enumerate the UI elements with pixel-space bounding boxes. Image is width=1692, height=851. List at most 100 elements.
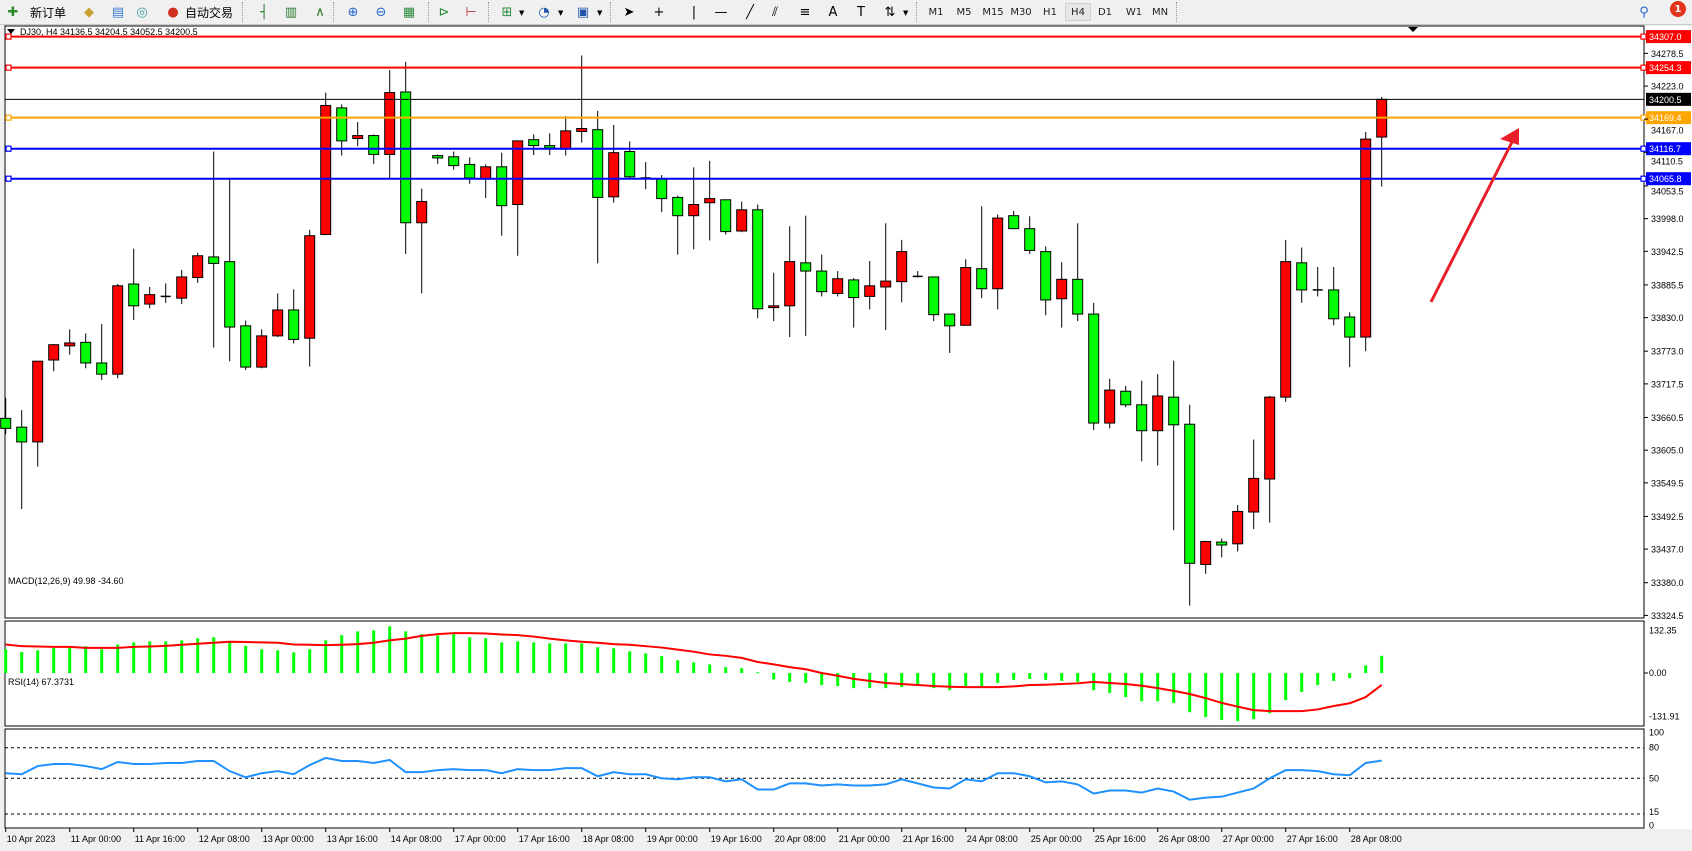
timeframe-m15[interactable]: M15 — [982, 6, 1004, 18]
line-anchor-handle[interactable] — [1640, 33, 1647, 40]
timeframe-mn[interactable]: MN — [1151, 6, 1169, 18]
candle-body — [400, 91, 412, 224]
candle — [240, 320, 252, 371]
macd-histogram-bar — [916, 673, 920, 687]
level-tag — [1646, 172, 1691, 186]
line-anchor-handle[interactable] — [5, 114, 12, 121]
chevron-down-icon[interactable]: ▼ — [903, 9, 909, 17]
candlestick-icon[interactable]: ▥ — [284, 4, 298, 20]
line-anchor-handle[interactable] — [1640, 175, 1647, 182]
candle-body — [368, 135, 380, 155]
time-axis-label: 20 Apr 08:00 — [775, 834, 826, 844]
periods-icon[interactable]: ◔ — [538, 4, 550, 20]
line-anchor-handle[interactable] — [1640, 64, 1647, 71]
zoom-out-icon[interactable]: ⊖ — [375, 4, 387, 20]
templates-icon[interactable]: ▣ — [576, 4, 590, 20]
arrow-annotation[interactable] — [1429, 128, 1519, 303]
auto-trading-icon[interactable]: ● — [167, 4, 179, 20]
candle-body — [144, 294, 156, 305]
indicators-icon[interactable]: ⊞ — [501, 4, 513, 20]
macd-histogram-bar — [436, 635, 440, 673]
macd-histogram-bar — [84, 646, 88, 673]
time-axis-label: 27 Apr 16:00 — [1287, 834, 1338, 844]
signals-icon[interactable]: ◎ — [136, 4, 148, 20]
cursor-icon[interactable]: ➤ — [623, 4, 635, 20]
macd-histogram-bar — [1252, 673, 1256, 720]
candle-body — [80, 341, 92, 364]
candle — [864, 261, 876, 310]
search-icon[interactable]: ⚲ — [1639, 4, 1649, 20]
line-anchor-handle[interactable] — [5, 33, 12, 40]
line-anchor-handle[interactable] — [5, 175, 12, 182]
timeframe-d1[interactable]: D1 — [1097, 6, 1113, 18]
candle — [1328, 266, 1340, 326]
candle-body — [1008, 215, 1020, 230]
crosshair-icon[interactable]: + — [653, 4, 665, 20]
chevron-down-icon[interactable]: ▼ — [558, 9, 564, 17]
candle — [384, 70, 396, 178]
candle-body — [1280, 261, 1292, 398]
price-axis-label: 33437.0 — [1651, 545, 1684, 555]
new-order-button[interactable]: 新订单 — [30, 5, 67, 20]
chart-shift-icon[interactable]: ⊳ — [438, 4, 450, 20]
vertical-line-icon[interactable]: | — [691, 4, 697, 20]
new-order-icon[interactable]: ✚ — [7, 4, 19, 20]
candle-body — [288, 309, 300, 340]
horizontal-line-icon[interactable]: — — [714, 4, 728, 20]
candle — [128, 248, 140, 320]
line-anchor-handle[interactable] — [5, 64, 12, 71]
line-anchor-handle[interactable] — [1640, 145, 1647, 152]
price-axis-label: 34278.5 — [1651, 49, 1684, 59]
fibonacci-icon[interactable]: ≡ — [799, 4, 811, 20]
macd-histogram-bar — [1332, 673, 1336, 681]
autoscroll-icon[interactable]: ⊢ — [465, 4, 477, 20]
macd-histogram-bar — [852, 673, 856, 689]
candle-body — [992, 217, 1004, 290]
timeframe-m30[interactable]: M30 — [1010, 6, 1032, 18]
price-axis-label: 34110.5 — [1651, 157, 1683, 167]
arrows-icon[interactable]: ⇅ — [884, 4, 896, 20]
macd-histogram-bar — [1236, 673, 1240, 722]
macd-histogram-bar — [660, 656, 664, 673]
equidistant-channel-icon[interactable]: ⫽ — [772, 4, 778, 20]
candle — [752, 204, 764, 319]
timeframe-h1[interactable]: H1 — [1043, 6, 1057, 18]
collapse-triangle-icon[interactable] — [7, 29, 15, 34]
line-anchor-handle[interactable] — [5, 145, 12, 152]
line-chart-icon[interactable]: ∧ — [315, 4, 325, 20]
auto-trading-button[interactable]: 自动交易 — [185, 5, 234, 20]
zoom-in-icon[interactable]: ⊕ — [347, 4, 359, 20]
time-axis-label: 25 Apr 16:00 — [1095, 834, 1146, 844]
candle — [224, 179, 236, 362]
bar-chart-icon[interactable]: ┤ — [260, 4, 268, 20]
candle — [592, 110, 604, 264]
toolbar-separator — [916, 2, 918, 22]
time-axis-label: 25 Apr 00:00 — [1031, 834, 1082, 844]
market-watch-icon[interactable]: ◆ — [84, 4, 94, 20]
tile-windows-icon[interactable]: ▦ — [402, 4, 416, 20]
text-icon[interactable]: A — [828, 4, 838, 20]
toolbar-separator — [488, 2, 490, 22]
notification-icon[interactable]: 1 — [1670, 1, 1686, 17]
candle — [448, 151, 460, 170]
chevron-down-icon[interactable]: ▼ — [519, 9, 525, 17]
macd-histogram-bar — [356, 631, 360, 673]
timeframe-w1[interactable]: W1 — [1125, 6, 1143, 18]
data-window-icon[interactable]: ▤ — [111, 4, 125, 20]
level-tag — [1646, 111, 1691, 125]
price-axis-label: 33717.5 — [1651, 379, 1684, 389]
candle — [496, 152, 508, 236]
candle-body — [1040, 251, 1052, 301]
timeframe-h4[interactable]: H4 — [1065, 3, 1091, 21]
chart-shift-marker-icon[interactable] — [1408, 27, 1418, 32]
text-label-icon[interactable]: T — [857, 4, 865, 20]
timeframe-m5[interactable]: M5 — [956, 6, 972, 18]
timeframe-m1[interactable]: M1 — [928, 6, 944, 18]
candle — [992, 214, 1004, 310]
candle — [272, 293, 284, 338]
price-lines[interactable]: 34307.0 34254.3 34169.4 34116.7 34065.8 34200… — [5, 30, 1691, 186]
chevron-down-icon[interactable]: ▼ — [597, 9, 603, 17]
toolbar-separator — [242, 2, 244, 22]
chart-window[interactable]: 34307.0 34254.3 34169.4 34116.7 34065.8 34200… — [0, 25, 1692, 851]
trendline-icon[interactable]: ╱ — [746, 4, 754, 20]
